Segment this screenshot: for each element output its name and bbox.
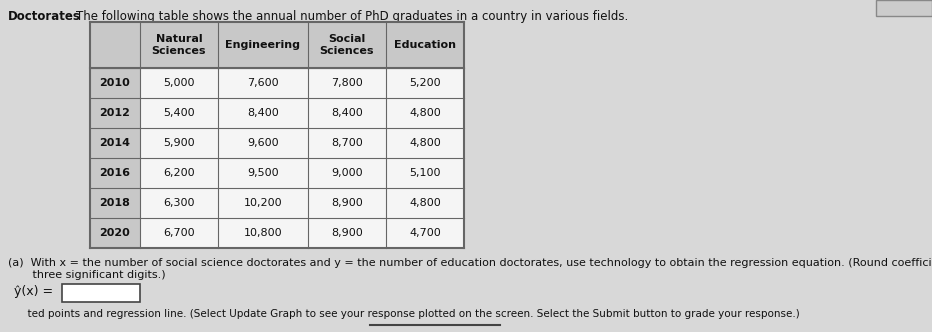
Text: 9,000: 9,000 — [331, 168, 363, 178]
Bar — [90, 188, 140, 218]
Text: 7,800: 7,800 — [331, 78, 363, 88]
Bar — [90, 218, 140, 248]
Text: 6,200: 6,200 — [163, 168, 195, 178]
Bar — [218, 188, 308, 218]
Bar — [218, 128, 308, 158]
Text: The following table shows the annual number of PhD graduates in a country in var: The following table shows the annual num… — [76, 10, 628, 23]
Text: 6,700: 6,700 — [163, 228, 195, 238]
Text: Social
Sciences: Social Sciences — [320, 34, 375, 56]
Bar — [140, 68, 218, 98]
Text: 8,400: 8,400 — [247, 108, 279, 118]
Text: 10,200: 10,200 — [243, 198, 282, 208]
Bar — [90, 98, 140, 128]
Text: 2012: 2012 — [100, 108, 130, 118]
Text: ŷ(x) =: ŷ(x) = — [14, 285, 53, 298]
Bar — [218, 98, 308, 128]
Bar — [308, 98, 386, 128]
Bar — [876, 0, 932, 16]
Text: 10,800: 10,800 — [243, 228, 282, 238]
Bar — [140, 188, 218, 218]
Bar — [218, 158, 308, 188]
Bar — [140, 98, 218, 128]
Text: 7,600: 7,600 — [247, 78, 279, 88]
Bar — [90, 68, 140, 98]
Text: Education: Education — [394, 40, 456, 50]
Text: 5,100: 5,100 — [409, 168, 441, 178]
Bar — [386, 128, 464, 158]
Bar — [386, 98, 464, 128]
Text: 8,900: 8,900 — [331, 228, 363, 238]
Text: 5,200: 5,200 — [409, 78, 441, 88]
Text: 4,700: 4,700 — [409, 228, 441, 238]
Bar — [308, 218, 386, 248]
Text: 2018: 2018 — [100, 198, 130, 208]
Text: 4,800: 4,800 — [409, 108, 441, 118]
Bar — [218, 218, 308, 248]
Bar — [386, 188, 464, 218]
Text: 5,900: 5,900 — [163, 138, 195, 148]
Text: 2014: 2014 — [100, 138, 130, 148]
Bar — [308, 68, 386, 98]
Text: 8,700: 8,700 — [331, 138, 363, 148]
Bar — [90, 128, 140, 158]
Text: ted points and regression line. (Select Update Graph to see your response plotte: ted points and regression line. (Select … — [8, 309, 800, 319]
Bar — [218, 68, 308, 98]
Text: Natural
Sciences: Natural Sciences — [152, 34, 206, 56]
Text: Doctorates: Doctorates — [8, 10, 81, 23]
Text: 2010: 2010 — [100, 78, 130, 88]
Bar — [140, 218, 218, 248]
Text: 4,800: 4,800 — [409, 198, 441, 208]
Text: 5,400: 5,400 — [163, 108, 195, 118]
Bar — [90, 158, 140, 188]
Bar — [386, 218, 464, 248]
Text: 8,400: 8,400 — [331, 108, 363, 118]
Text: (a)  With x = the number of social science doctorates and y = the number of educ: (a) With x = the number of social scienc… — [8, 258, 932, 268]
Bar — [308, 188, 386, 218]
Text: three significant digits.): three significant digits.) — [8, 270, 166, 280]
Text: 2016: 2016 — [100, 168, 130, 178]
Bar — [386, 68, 464, 98]
Bar — [90, 22, 464, 68]
Bar — [140, 158, 218, 188]
Text: 8,900: 8,900 — [331, 198, 363, 208]
Text: 6,300: 6,300 — [163, 198, 195, 208]
Bar — [140, 128, 218, 158]
Bar — [308, 128, 386, 158]
Text: 5,000: 5,000 — [163, 78, 195, 88]
Bar — [308, 158, 386, 188]
Text: 9,600: 9,600 — [247, 138, 279, 148]
Text: 2020: 2020 — [100, 228, 130, 238]
Text: Engineering: Engineering — [226, 40, 300, 50]
Text: 9,500: 9,500 — [247, 168, 279, 178]
Text: 4,800: 4,800 — [409, 138, 441, 148]
Bar — [386, 158, 464, 188]
Bar — [62, 284, 140, 302]
